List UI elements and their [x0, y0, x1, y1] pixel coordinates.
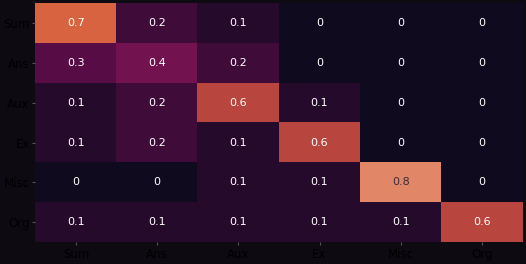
Text: 0.6: 0.6: [473, 217, 491, 227]
Text: 0.3: 0.3: [67, 58, 85, 68]
Text: 0.2: 0.2: [229, 58, 247, 68]
Text: 0.1: 0.1: [148, 217, 166, 227]
Text: 0.1: 0.1: [311, 217, 328, 227]
Text: 0.1: 0.1: [392, 217, 410, 227]
Text: 0: 0: [397, 138, 404, 148]
Text: 0.6: 0.6: [311, 138, 328, 148]
Text: 0.2: 0.2: [148, 98, 166, 108]
Text: 0.1: 0.1: [229, 217, 247, 227]
Text: 0.1: 0.1: [67, 98, 85, 108]
Text: 0: 0: [397, 18, 404, 28]
Text: 0.7: 0.7: [67, 18, 85, 28]
Text: 0: 0: [397, 58, 404, 68]
Text: 0: 0: [479, 18, 485, 28]
Text: 0.8: 0.8: [392, 177, 410, 187]
Text: 0: 0: [154, 177, 160, 187]
Text: 0.1: 0.1: [67, 138, 85, 148]
Text: 0: 0: [316, 58, 323, 68]
Text: 0.1: 0.1: [229, 177, 247, 187]
Text: 0.1: 0.1: [67, 217, 85, 227]
Text: 0.2: 0.2: [148, 138, 166, 148]
Text: 0.1: 0.1: [311, 177, 328, 187]
Text: 0: 0: [479, 98, 485, 108]
Text: 0: 0: [73, 177, 79, 187]
Text: 0: 0: [397, 98, 404, 108]
Text: 0.1: 0.1: [229, 138, 247, 148]
Text: 0.2: 0.2: [148, 18, 166, 28]
Text: 0.6: 0.6: [229, 98, 247, 108]
Text: 0: 0: [479, 177, 485, 187]
Text: 0: 0: [479, 58, 485, 68]
Text: 0.4: 0.4: [148, 58, 166, 68]
Text: 0.1: 0.1: [229, 18, 247, 28]
Text: 0: 0: [316, 18, 323, 28]
Text: 0: 0: [479, 138, 485, 148]
Text: 0.1: 0.1: [311, 98, 328, 108]
